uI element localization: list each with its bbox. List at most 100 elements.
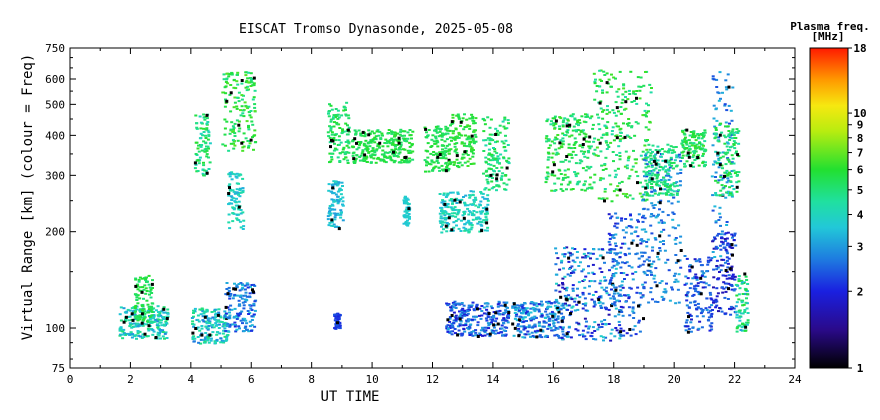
echo-point (735, 185, 739, 189)
echo-point (720, 164, 724, 167)
echo-point (575, 183, 579, 186)
echo-point (689, 141, 693, 144)
echo-point (550, 173, 554, 176)
echo-point (493, 332, 497, 335)
echo-point (721, 291, 725, 294)
echo-point (403, 156, 407, 159)
echo-point (235, 318, 239, 320)
echo-point (335, 225, 339, 228)
echo-point (396, 140, 400, 143)
echo-point (244, 319, 248, 322)
echo-point (364, 139, 368, 142)
echo-point (683, 138, 687, 141)
echo-point (363, 153, 367, 157)
echo-point (676, 259, 680, 263)
echo-point (598, 101, 602, 105)
echo-point (726, 151, 730, 154)
echo-point (445, 150, 449, 153)
echo-point (724, 121, 728, 124)
echo-point (122, 328, 126, 331)
echo-point (548, 144, 552, 147)
echo-point (603, 164, 607, 167)
echo-point (344, 113, 348, 116)
echo-point (612, 275, 616, 278)
echo-point (719, 264, 723, 267)
echo-point (631, 272, 635, 275)
echo-point (605, 197, 609, 200)
echo-point (458, 324, 462, 327)
echo-point (196, 170, 200, 172)
echo-point (677, 224, 681, 227)
echo-point (672, 182, 676, 185)
echo-point (388, 155, 392, 158)
echo-point (642, 170, 646, 173)
echo-point (586, 115, 590, 118)
echo-point (205, 153, 209, 156)
echo-point (147, 308, 151, 311)
echo-point (716, 151, 720, 155)
echo-point (663, 150, 667, 153)
echo-point (156, 326, 160, 329)
echo-point (730, 288, 734, 291)
echo-point (474, 334, 478, 337)
echo-point (683, 162, 686, 165)
echo-point (207, 156, 210, 159)
echo-point (670, 286, 674, 289)
y-tick-label: 750 (45, 42, 65, 55)
echo-point (453, 137, 457, 140)
echo-point (556, 177, 560, 180)
echo-point (329, 118, 333, 121)
echo-point (146, 303, 150, 306)
echo-point (149, 288, 153, 291)
echo-point (657, 193, 660, 196)
echo-point (636, 286, 640, 289)
echo-point (333, 208, 337, 211)
echo-point (440, 164, 444, 167)
echo-point (460, 309, 464, 311)
echo-point (246, 77, 250, 80)
echo-point (328, 161, 331, 164)
echo-point (156, 305, 160, 308)
echo-point (231, 125, 235, 128)
echo-point (626, 159, 630, 162)
echo-point (200, 144, 204, 146)
echo-point (157, 315, 161, 318)
echo-point (726, 73, 730, 76)
echo-point (124, 318, 128, 321)
echo-point (718, 216, 722, 219)
echo-point (378, 130, 382, 133)
echo-point (191, 336, 195, 339)
echo-point (202, 131, 206, 133)
echo-point (443, 218, 447, 221)
echo-point (725, 109, 729, 112)
echo-point (571, 259, 575, 262)
echo-point (703, 275, 707, 278)
echo-point (222, 73, 226, 76)
echo-point (667, 148, 671, 151)
echo-point (250, 309, 254, 311)
echo-point (405, 158, 408, 161)
echo-point (373, 151, 377, 153)
echo-point (636, 122, 640, 125)
echo-point (471, 152, 475, 155)
echo-point (735, 294, 739, 297)
echo-point (136, 294, 140, 297)
echo-point (730, 195, 734, 198)
echo-point (479, 200, 483, 203)
echo-point (347, 117, 351, 120)
echo-point (351, 152, 355, 155)
echo-point (430, 138, 434, 141)
echo-point (449, 161, 453, 164)
echo-point (249, 110, 253, 112)
echo-point (354, 157, 358, 160)
echo-point (577, 322, 581, 325)
echo-point (580, 115, 584, 118)
echo-point (236, 139, 240, 142)
echo-point (596, 154, 600, 157)
echo-point (576, 172, 580, 175)
echo-point (653, 157, 657, 160)
echo-point (685, 304, 689, 307)
echo-point (461, 307, 465, 310)
echo-point (691, 277, 695, 280)
echo-point (495, 167, 499, 169)
